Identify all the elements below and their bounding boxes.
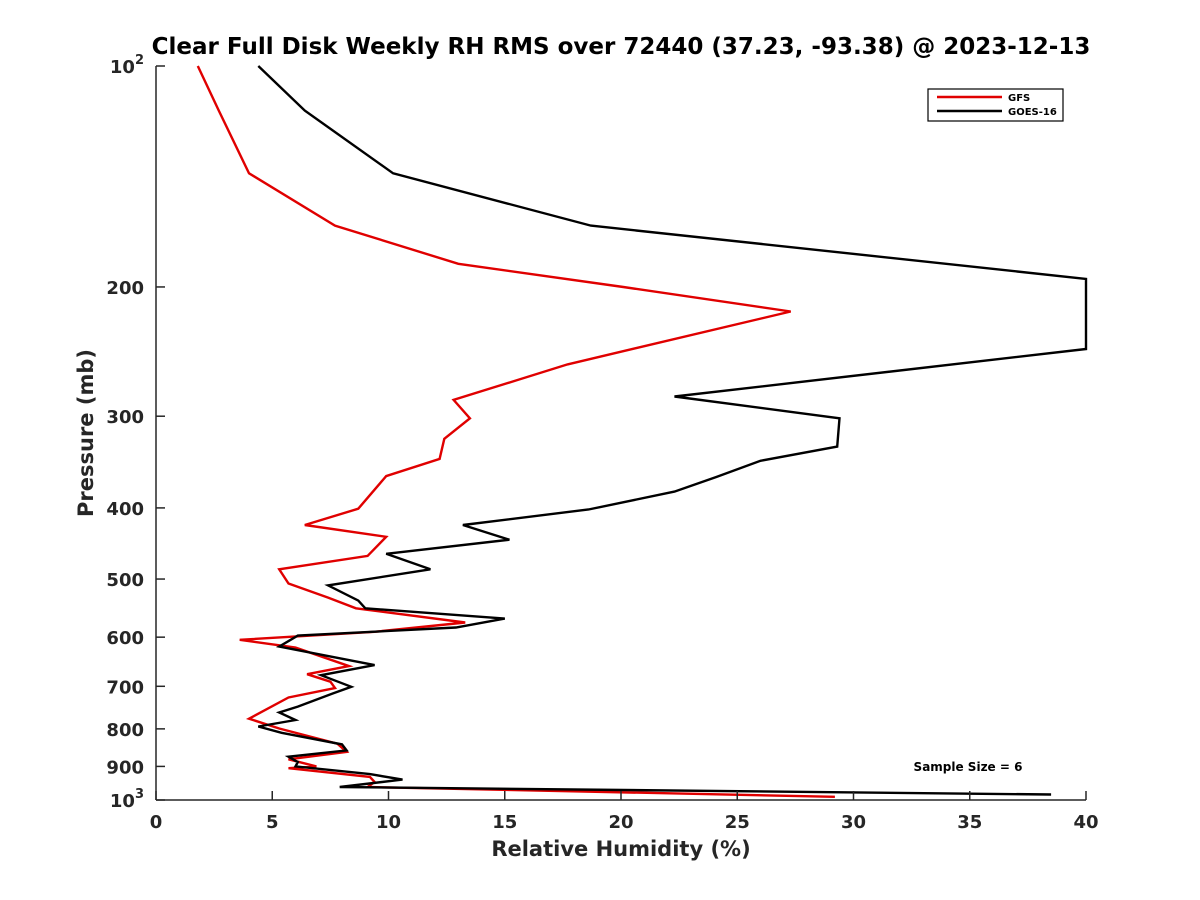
y-axis-label: Pressure (mb) bbox=[74, 349, 98, 517]
y-tick-label: 700 bbox=[106, 677, 144, 698]
x-tick-label: 30 bbox=[841, 812, 866, 833]
x-tick-label: 0 bbox=[150, 812, 163, 833]
y-tick-label: 500 bbox=[106, 570, 144, 591]
x-tick-label: 25 bbox=[725, 812, 750, 833]
series-line-gfs bbox=[196, 65, 835, 798]
y-tick-label: 200 bbox=[106, 278, 144, 299]
legend-label-goes16: GOES-16 bbox=[1008, 107, 1057, 118]
x-ticks: 0 5 10 15 20 25 30 35 40 bbox=[150, 791, 1099, 833]
x-tick-label: 35 bbox=[957, 812, 982, 833]
y-tick-label: 900 bbox=[106, 757, 144, 778]
legend-label-gfs: GFS bbox=[1008, 93, 1030, 104]
y-tick-label: 800 bbox=[106, 720, 144, 741]
sample-size-annotation: Sample Size = 6 bbox=[914, 760, 1023, 774]
x-tick-label: 20 bbox=[608, 812, 633, 833]
y-tick-label: 400 bbox=[106, 499, 144, 520]
x-axis-label: Relative Humidity (%) bbox=[491, 837, 750, 861]
y-tick-label: 300 bbox=[106, 407, 144, 428]
legend-box bbox=[927, 88, 1064, 122]
x-tick-label: 5 bbox=[266, 812, 279, 833]
x-tick-label: 10 bbox=[376, 812, 401, 833]
series-line-goes16 bbox=[257, 65, 1088, 796]
x-tick-label: 15 bbox=[492, 812, 517, 833]
legend: GFS GOES-16 bbox=[927, 88, 1064, 122]
y-tick-label: 600 bbox=[106, 628, 144, 649]
y-tick-label: 103 bbox=[110, 787, 144, 812]
x-tick-label: 40 bbox=[1073, 812, 1098, 833]
y-ticks: 102 200 300 400 500 600 700 800 900 103 bbox=[106, 53, 165, 812]
y-tick-label: 102 bbox=[110, 53, 144, 78]
series-layer bbox=[196, 65, 1088, 798]
chart-title: Clear Full Disk Weekly RH RMS over 72440… bbox=[152, 34, 1091, 60]
